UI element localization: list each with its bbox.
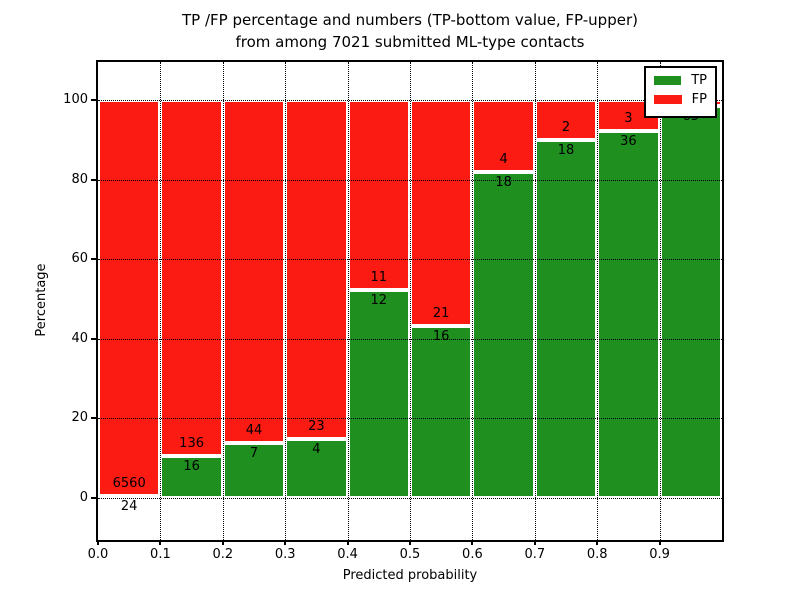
bar-segment-fp: [285, 100, 348, 439]
x-tick-mark: [658, 540, 661, 545]
fp-count-label: 23: [308, 418, 325, 434]
x-tick-label: 0.7: [524, 547, 546, 562]
chart-title: TP /FP percentage and numbers (TP-bottom…: [98, 9, 722, 53]
x-tick-label: 0.8: [586, 547, 608, 562]
x-tick-label: 0.2: [212, 547, 234, 562]
bar-segment-tp: [410, 325, 473, 498]
tp-count-label: 18: [557, 142, 575, 158]
vertical-gridline: [659, 62, 661, 540]
tp-count-label: 12: [370, 293, 388, 309]
fp-count-label: 4: [499, 152, 508, 168]
vertical-gridline: [347, 62, 349, 540]
fp-count-label: 44: [245, 423, 263, 439]
legend-item: FP: [654, 93, 707, 106]
bar-segment-tp: [285, 438, 348, 498]
y-tick-mark: [91, 99, 96, 102]
chart-title-line1: TP /FP percentage and numbers (TP-bottom…: [182, 11, 638, 29]
x-tick-mark: [97, 540, 99, 545]
vertical-gridline: [160, 62, 162, 540]
bar-segment-fp: [472, 100, 535, 173]
x-tick-mark: [346, 540, 349, 545]
fp-count-label: 11: [370, 270, 388, 286]
bar-segment-tp: [347, 290, 410, 498]
y-tick-mark: [91, 496, 96, 499]
vertical-gridline: [285, 62, 287, 540]
x-tick-label: 0.4: [337, 547, 358, 562]
bar-segment-tp: [659, 106, 722, 498]
x-tick-label: 0.6: [462, 547, 483, 562]
legend: TP FP: [644, 66, 717, 118]
y-tick-mark: [91, 258, 96, 261]
tp-swatch-icon: [654, 76, 682, 85]
tp-count-label: 16: [183, 458, 200, 474]
tp-count-label: 4: [312, 441, 321, 457]
x-tick-label: 0.1: [150, 547, 171, 562]
fp-count-label: 3: [624, 110, 633, 126]
legend-label: FP: [691, 92, 707, 107]
bar-segment-fp: [160, 100, 223, 456]
tp-count-label: 18: [495, 175, 512, 191]
y-tick-label: 60: [71, 251, 88, 267]
chart-title-line2: from among 7021 submitted ML-type contac…: [235, 33, 585, 51]
y-tick-label: 40: [71, 330, 88, 346]
x-tick-mark: [533, 540, 536, 545]
plot-area: 6560241361644723411122116418218336165 TP…: [96, 60, 724, 542]
legend-item: TP: [654, 74, 707, 87]
tp-count-label: 36: [620, 133, 637, 149]
y-tick-label: 100: [63, 92, 88, 108]
x-tick-label: 0.3: [274, 547, 296, 562]
bar-segment-fp: [347, 100, 410, 291]
y-axis-title: Percentage: [34, 263, 49, 337]
y-tick-label: 20: [71, 410, 88, 426]
y-tick-label: 80: [71, 171, 88, 187]
legend-label: TP: [691, 73, 707, 88]
vertical-gridline: [222, 62, 224, 540]
y-tick-mark: [91, 337, 96, 340]
bar-segment-tp: [534, 139, 598, 498]
y-tick-mark: [91, 178, 96, 181]
bar-segment-tp: [472, 172, 535, 498]
bar-segment-tp: [597, 130, 660, 498]
x-axis-title: Predicted probability: [342, 568, 478, 583]
tp-count-label: 7: [249, 446, 259, 462]
bar-segment-fp: [410, 100, 473, 326]
x-tick-mark: [284, 540, 287, 545]
x-tick-label: 0.9: [649, 547, 670, 562]
vertical-gridline: [597, 62, 599, 540]
y-tick-label: 0: [79, 489, 88, 505]
fp-count-label: 2: [561, 119, 571, 135]
fp-count-label: 21: [432, 305, 450, 321]
bar-segment-tp: [160, 455, 223, 498]
bar-segment-tp: [222, 443, 286, 498]
tp-count-label: 24: [120, 499, 138, 515]
y-tick-mark: [91, 417, 96, 420]
x-tick-label: 0.0: [87, 547, 109, 562]
fp-count-label: 6560: [112, 476, 146, 492]
x-tick-mark: [409, 540, 411, 545]
fp-count-label: 136: [179, 435, 205, 451]
bar-segment-fp: [98, 100, 161, 497]
fp-swatch-icon: [654, 95, 682, 104]
x-tick-mark: [596, 540, 599, 545]
x-tick-mark: [471, 540, 474, 545]
vertical-gridline: [472, 62, 474, 540]
bar-segment-fp: [222, 100, 286, 444]
x-tick-label: 0.5: [399, 547, 421, 562]
x-tick-mark: [221, 540, 224, 545]
tp-count-label: 16: [432, 328, 450, 344]
x-tick-mark: [159, 540, 162, 545]
vertical-gridline: [410, 62, 411, 540]
vertical-gridline: [534, 62, 536, 540]
